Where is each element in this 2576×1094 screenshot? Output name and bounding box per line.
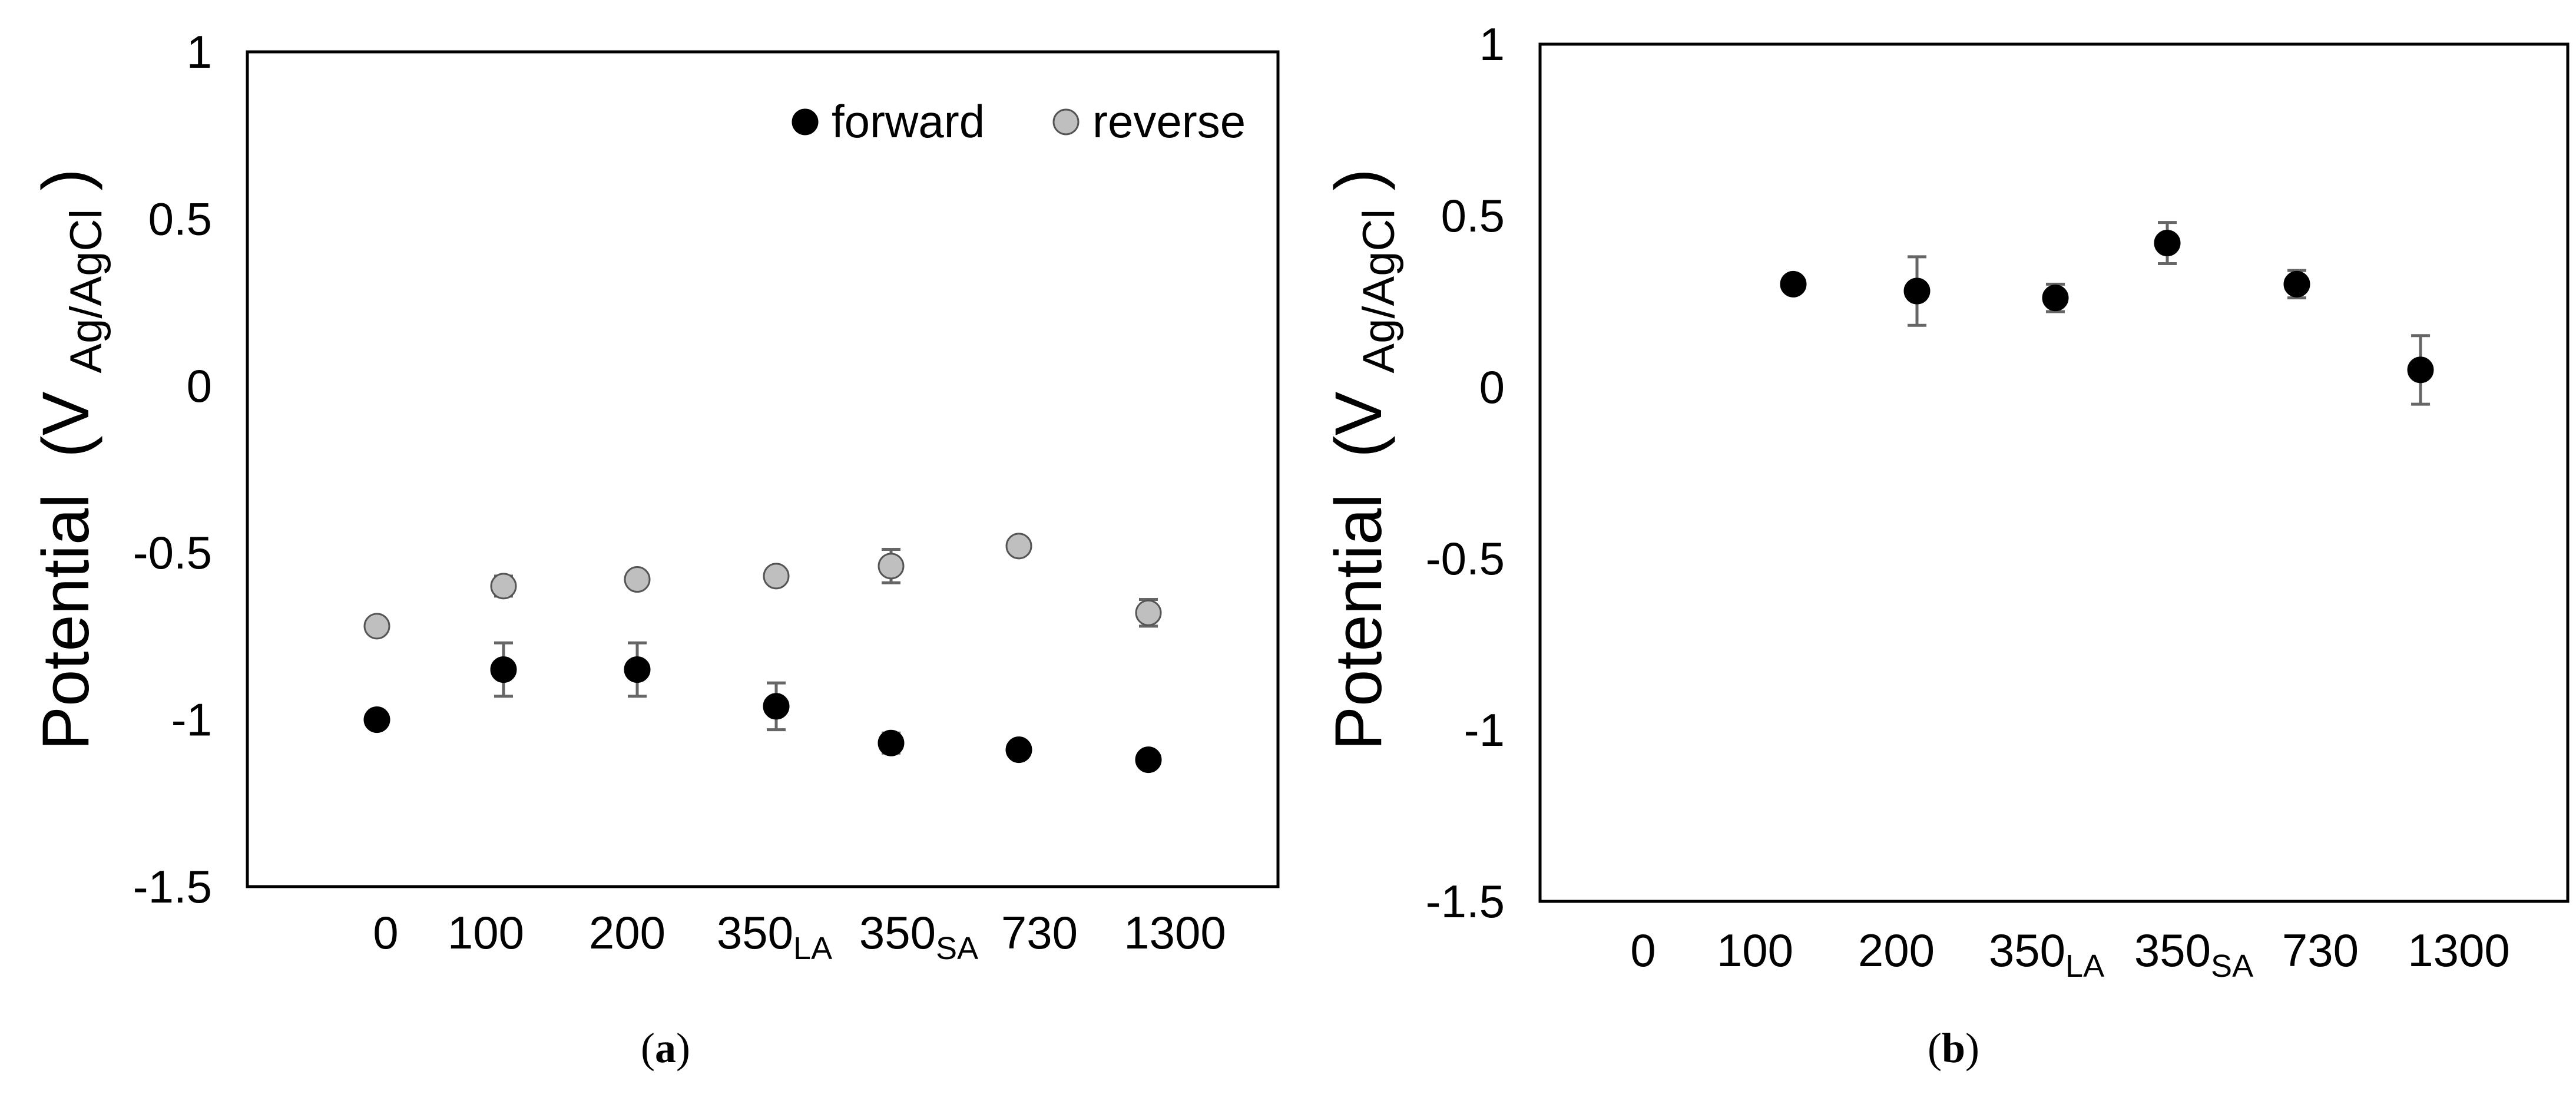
forward-point-a	[1135, 746, 1162, 774]
legend-marker-forward	[792, 108, 819, 135]
y-tick-label-a: -0.5	[133, 527, 212, 579]
x-ticks-b: 0 100 200 350LA 350SA 730 1300	[1630, 924, 2509, 984]
x-tick-label-b: 200	[1858, 924, 1935, 976]
x-tick-label-a: 200	[589, 907, 665, 959]
x-ticks-a: 0 100 200 350LA 350SA 730 1300	[373, 907, 1226, 966]
plot-frame-b	[1538, 42, 2570, 903]
series-point-b	[1780, 270, 1807, 298]
y-label-sub-b: Ag/AgCl	[1354, 209, 1404, 374]
y-label-open-a: (V	[29, 391, 102, 457]
x-tick-label-b: 0	[1630, 924, 1655, 976]
legend-label-forward: forward	[832, 95, 985, 147]
reverse-point-a	[490, 573, 517, 600]
y-axis-label-a: Potential (V Ag/AgCl )	[29, 168, 115, 750]
series-point-b	[1903, 277, 1931, 305]
marks-a	[363, 533, 1162, 774]
chart-b: 1 0.5 0 -0.5 -1 -1.5 0 100 200 350LA 350SA 730 1300…	[1322, 18, 2570, 1072]
reverse-point-a	[1135, 599, 1162, 626]
panel-label-b: b	[1942, 1024, 1965, 1072]
y-ticks-a: 1 0.5 0 -0.5 -1 -1.5	[133, 26, 212, 913]
y-tick-label-b: -1	[1464, 704, 1505, 756]
reverse-point-a	[763, 563, 790, 590]
panel-caption-a: (a)	[641, 1024, 690, 1072]
legend-a: forward reverse	[792, 95, 1246, 147]
y-label-open-b: (V	[1322, 391, 1395, 457]
y-tick-label-a: -1.5	[133, 861, 212, 913]
x-tick-label-a: 1300	[1124, 907, 1226, 959]
marks-b	[1780, 221, 2434, 406]
legend-label-reverse: reverse	[1092, 95, 1246, 147]
y-tick-label-a: 1	[187, 26, 212, 78]
y-tick-label-a: 0.5	[148, 193, 212, 244]
y-tick-label-b: -0.5	[1426, 533, 1505, 584]
x-tick-label-a: 730	[1001, 907, 1078, 959]
y-tick-label-a: -1	[171, 694, 212, 746]
forward-point-a	[763, 693, 790, 720]
series-point-b	[2042, 285, 2069, 312]
x-tick-label-a: 350LA	[717, 907, 832, 966]
y-tick-label-b: 0.5	[1441, 190, 1505, 242]
forward-point-a	[624, 656, 651, 683]
reverse-point-a	[878, 553, 905, 580]
reverse-point-a	[1005, 533, 1032, 560]
x-tick-label-b: 350LA	[1989, 924, 2104, 984]
y-label-close-a: )	[29, 168, 102, 190]
y-label-main-b: Potential	[1322, 494, 1395, 751]
y-axis-label-b: Potential (V Ag/AgCl )	[1322, 168, 1408, 750]
plot-frame-a	[246, 50, 1280, 888]
x-tick-label-a: 350SA	[859, 907, 978, 966]
y-label-sub-a: Ag/AgCl	[61, 209, 111, 374]
x-tick-label-a: 0	[373, 907, 398, 959]
series-point-b	[2407, 356, 2434, 384]
y-label-close-b: )	[1322, 168, 1395, 190]
reverse-point-a	[363, 613, 390, 640]
x-tick-label-a: 100	[448, 907, 524, 959]
panel-label-a: a	[655, 1024, 676, 1072]
panel-caption-b: (b)	[1928, 1024, 1979, 1072]
x-tick-label-b: 1300	[2408, 924, 2510, 976]
forward-point-a	[490, 656, 517, 683]
y-ticks-b: 1 0.5 0 -0.5 -1 -1.5	[1426, 18, 1505, 927]
y-tick-label-a: 0	[187, 360, 212, 412]
forward-point-a	[1005, 736, 1032, 764]
series-point-b	[2283, 270, 2310, 298]
reverse-point-a	[624, 566, 651, 593]
forward-point-a	[878, 729, 905, 756]
forward-point-a	[363, 706, 390, 733]
y-tick-label-b: 1	[1479, 18, 1505, 70]
x-tick-label-b: 730	[2282, 924, 2359, 976]
chart-a: 1 0.5 0 -0.5 -1 -1.5 0 100 200 350LA 350SA 730 1300…	[29, 26, 1280, 1072]
y-tick-label-b: -1.5	[1426, 875, 1505, 927]
x-tick-label-b: 100	[1717, 924, 1793, 976]
x-tick-label-b: 350SA	[2134, 924, 2253, 984]
y-tick-label-b: 0	[1479, 361, 1505, 413]
y-label-main-a: Potential	[29, 494, 102, 751]
series-point-b	[2154, 230, 2181, 257]
legend-marker-reverse	[1052, 108, 1080, 135]
